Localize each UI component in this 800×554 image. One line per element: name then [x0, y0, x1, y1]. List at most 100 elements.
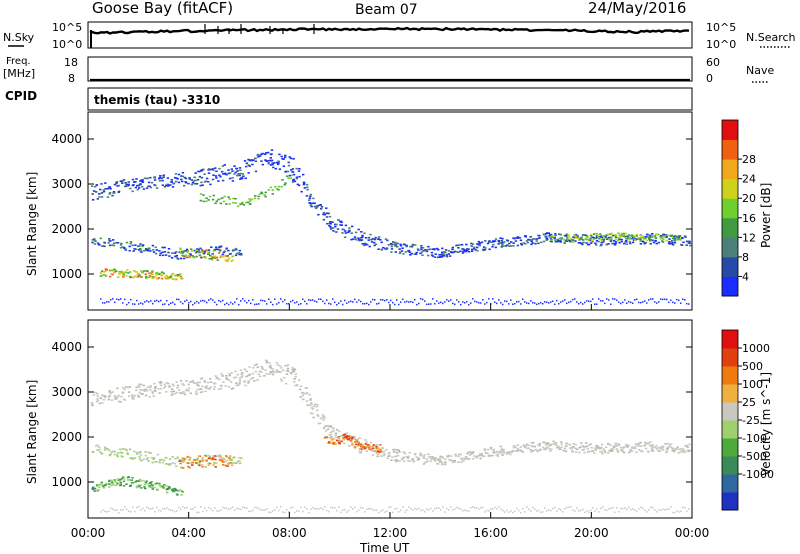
power-echo	[104, 182, 107, 184]
velocity-echo	[165, 457, 168, 459]
velocity-echo	[171, 456, 174, 458]
velocity-echo	[542, 441, 545, 444]
velocity-echo	[563, 447, 567, 450]
velocity-echo	[368, 448, 371, 450]
velocity-echo	[337, 436, 340, 438]
velocity-echo	[472, 451, 475, 453]
power-echo	[237, 252, 241, 254]
velocity-echo	[464, 456, 468, 458]
power-clutter	[100, 298, 102, 300]
power-echo	[139, 243, 142, 245]
velocity-echo	[206, 387, 209, 390]
power-echo	[624, 232, 628, 235]
power-colorbar-label: 16	[742, 212, 756, 225]
power-clutter	[238, 303, 240, 306]
velocity-echo	[111, 481, 114, 484]
velocity-clutter	[242, 506, 244, 508]
velocity-echo	[234, 462, 237, 464]
velocity-echo	[162, 486, 165, 489]
velocity-echo	[681, 447, 684, 450]
power-echo	[175, 251, 178, 253]
velocity-echo	[162, 459, 166, 462]
power-echo	[280, 155, 283, 158]
power-echo	[104, 270, 107, 272]
velocity-echo	[158, 483, 161, 486]
power-echo	[267, 162, 271, 165]
power-clutter	[220, 300, 222, 303]
power-echo	[213, 255, 216, 257]
power-echo	[99, 275, 103, 277]
power-echo	[427, 254, 430, 257]
power-echo	[195, 255, 198, 258]
power-clutter	[500, 302, 502, 304]
velocity-echo	[148, 396, 151, 398]
velocity-echo	[678, 452, 681, 454]
velocity-clutter	[306, 508, 308, 510]
power-echo	[134, 244, 137, 246]
power-echo	[239, 203, 242, 206]
power-clutter	[276, 303, 278, 305]
velocity-echo	[679, 450, 683, 453]
power-clutter	[570, 300, 572, 303]
velocity-echo	[92, 394, 95, 396]
velocity-echo	[296, 384, 299, 386]
power-echo	[622, 235, 626, 238]
power-echo	[634, 239, 637, 241]
power-echo	[138, 187, 141, 189]
power-echo	[112, 192, 115, 194]
velocity-echo	[634, 443, 638, 445]
power-echo	[144, 273, 147, 275]
power-echo	[206, 251, 209, 253]
power-echo	[131, 190, 134, 193]
power-echo	[456, 244, 459, 247]
power-echo	[188, 178, 192, 181]
velocity-echo	[163, 387, 166, 389]
velocity-echo	[93, 490, 96, 492]
power-echo	[620, 235, 623, 238]
power-echo	[365, 243, 368, 246]
power-colorbar-swatch	[722, 256, 738, 277]
power-echo	[639, 235, 642, 237]
power-echo	[531, 242, 534, 244]
velocity-echo	[562, 449, 565, 452]
velocity-echo	[209, 381, 213, 383]
power-echo	[549, 237, 552, 239]
velocity-echo	[440, 463, 444, 465]
power-echo	[625, 237, 628, 240]
velocity-echo	[659, 448, 663, 450]
power-echo	[601, 235, 605, 237]
velocity-echo	[328, 434, 332, 436]
velocity-echo	[439, 455, 442, 458]
power-clutter	[342, 303, 344, 306]
power-echo	[284, 182, 287, 184]
velocity-echo	[107, 398, 110, 401]
velocity-clutter	[656, 510, 658, 513]
velocity-echo	[500, 451, 503, 453]
velocity-echo	[110, 399, 114, 401]
velocity-echo	[635, 451, 638, 453]
power-echo	[231, 177, 234, 179]
power-ytick-label: 4000	[51, 132, 82, 146]
velocity-colorbar-label: -1000	[742, 468, 774, 481]
velocity-echo	[291, 371, 294, 373]
power-clutter	[328, 302, 330, 305]
velocity-echo	[204, 466, 207, 468]
velocity-clutter	[616, 507, 618, 509]
velocity-echo	[199, 391, 203, 394]
velocity-echo	[502, 450, 506, 453]
velocity-echo	[317, 415, 320, 417]
power-echo	[153, 176, 157, 178]
power-echo	[248, 165, 251, 167]
velocity-echo	[628, 451, 631, 453]
velocity-echo	[112, 450, 115, 452]
velocity-colorbar-label: 100	[742, 378, 763, 391]
power-echo	[263, 153, 267, 155]
velocity-echo	[116, 482, 119, 485]
velocity-echo	[159, 384, 163, 387]
velocity-echo	[509, 453, 512, 456]
velocity-clutter	[556, 510, 558, 512]
velocity-echo	[622, 447, 625, 449]
power-echo	[665, 239, 668, 242]
power-echo	[221, 253, 225, 256]
power-echo	[141, 181, 145, 183]
